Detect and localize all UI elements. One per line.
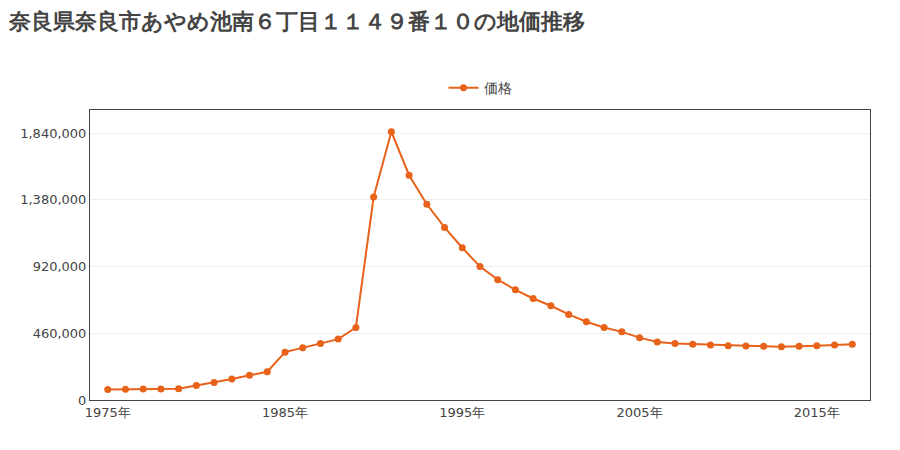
svg-text:1,380,000: 1,380,000: [20, 192, 86, 207]
svg-text:価格: 価格: [484, 80, 512, 96]
svg-text:1975年: 1975年: [85, 405, 131, 420]
svg-text:0: 0: [78, 393, 86, 408]
svg-text:460,000: 460,000: [33, 326, 87, 341]
svg-text:920,000: 920,000: [33, 259, 87, 274]
svg-text:2005年: 2005年: [617, 405, 663, 420]
svg-text:1,840,000: 1,840,000: [20, 126, 86, 141]
svg-text:1995年: 1995年: [439, 405, 485, 420]
svg-text:2015年: 2015年: [794, 405, 840, 420]
svg-text:奈良県奈良市あやめ池南６丁目１１４９番１０の地価推移: 奈良県奈良市あやめ池南６丁目１１４９番１０の地価推移: [8, 9, 585, 34]
svg-text:1985年: 1985年: [262, 405, 308, 420]
